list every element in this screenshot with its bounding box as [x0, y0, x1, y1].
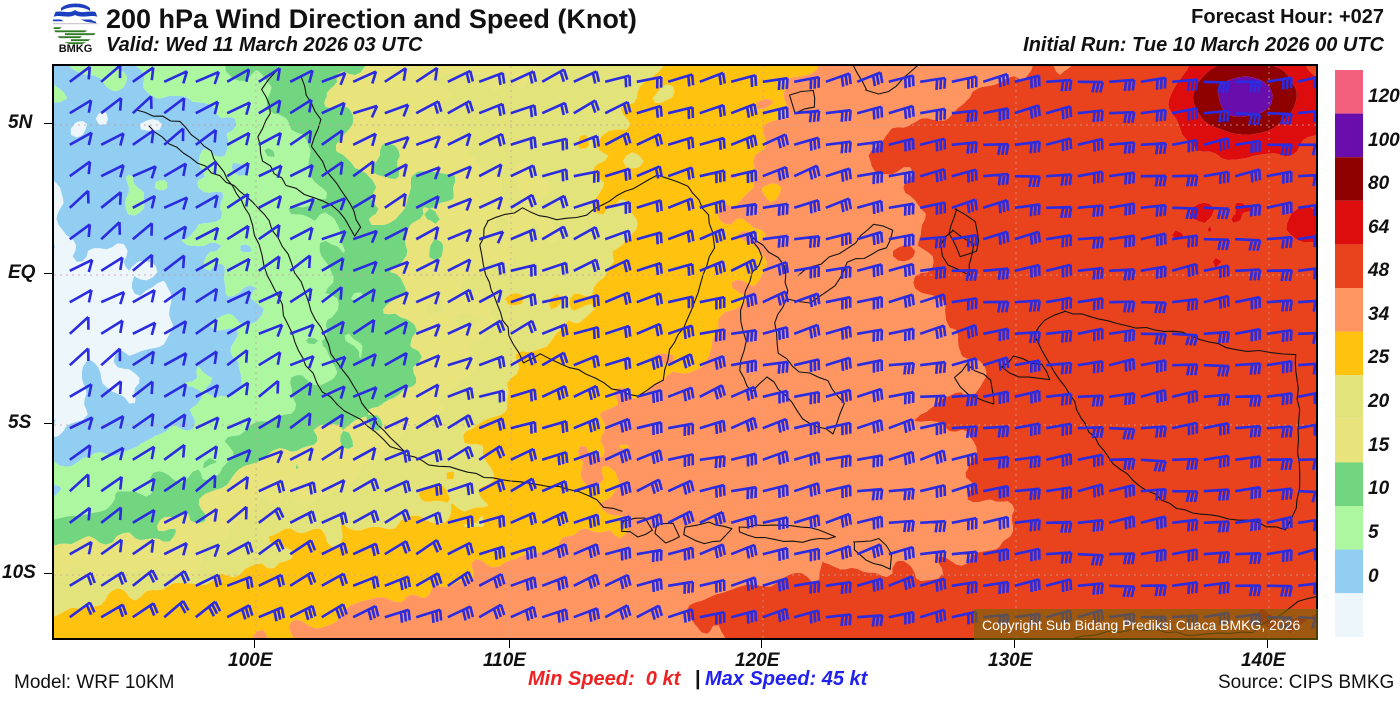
- svg-text:BMKG: BMKG: [59, 43, 93, 54]
